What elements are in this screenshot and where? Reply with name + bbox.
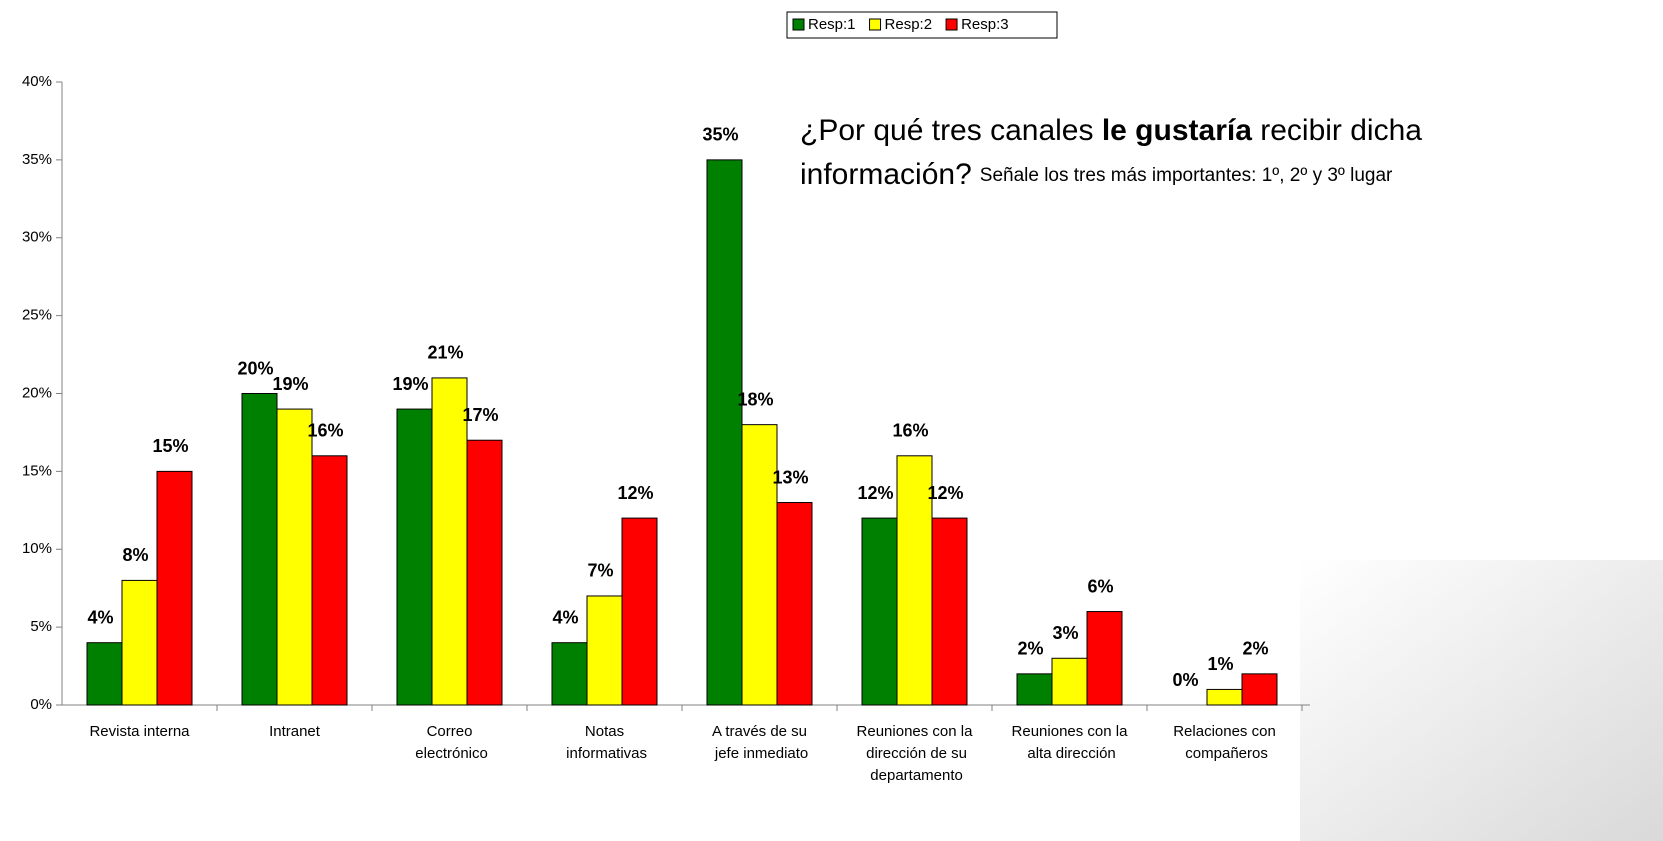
value-label: 35% <box>702 125 738 145</box>
x-tick-label: Notas informativas <box>562 723 647 762</box>
legend-label: Resp:1 <box>808 16 856 33</box>
chart-title: información? Señale los tres más importan… <box>800 158 1393 191</box>
value-label: 17% <box>462 405 498 425</box>
bar <box>156 470 193 706</box>
y-tick-label: 10% <box>22 540 52 557</box>
bar <box>861 517 898 706</box>
value-label: 16% <box>307 421 343 441</box>
value-label: 19% <box>392 374 428 394</box>
x-tick-label: Intranet <box>269 723 321 740</box>
x-tick-label: Reuniones con la alta dirección <box>1012 723 1129 762</box>
title-part: recibir dicha <box>1252 114 1422 147</box>
bar <box>311 455 348 706</box>
value-label: 16% <box>892 421 928 441</box>
x-tick-label: A través de su jefe inmediato <box>711 723 809 762</box>
legend-label: Resp:3 <box>961 16 1009 33</box>
legend-swatch <box>945 18 958 31</box>
title-part: información? <box>800 158 972 191</box>
bar <box>86 642 123 706</box>
value-label: 1% <box>1207 654 1233 674</box>
background-shade <box>1300 560 1663 841</box>
bar <box>1206 688 1243 706</box>
y-tick-label: 30% <box>22 229 52 246</box>
y-tick-label: 15% <box>22 462 52 479</box>
value-label: 12% <box>857 483 893 503</box>
legend-label: Resp:2 <box>885 16 933 33</box>
bar <box>1051 657 1088 706</box>
value-label: 4% <box>87 607 113 627</box>
y-tick-label: 0% <box>30 696 52 713</box>
bar <box>706 159 743 706</box>
bar <box>586 595 623 706</box>
bar <box>431 377 468 706</box>
value-label: 2% <box>1017 639 1043 659</box>
x-tick-label: Revista interna <box>89 723 190 740</box>
value-label: 2% <box>1242 639 1268 659</box>
value-label: 8% <box>122 545 148 565</box>
value-label: 6% <box>1087 576 1113 596</box>
legend-swatch <box>869 18 882 31</box>
y-tick-label: 35% <box>22 151 52 168</box>
bar <box>1241 673 1278 706</box>
title-part: ¿Por qué tres canales <box>800 114 1102 147</box>
value-label: 21% <box>427 343 463 363</box>
x-tick-label: Reuniones con la dirección de su departa… <box>857 723 974 784</box>
value-label: 19% <box>272 374 308 394</box>
x-tick-label: Correo electrónico <box>411 723 488 762</box>
bar <box>776 502 813 706</box>
y-tick-label: 20% <box>22 384 52 401</box>
bar <box>276 408 313 706</box>
title-bold: le gustaría <box>1102 114 1252 147</box>
chart-title: ¿Por qué tres canales le gustaría recibi… <box>800 114 1422 147</box>
value-label: 0% <box>1172 670 1198 690</box>
value-label: 15% <box>152 436 188 456</box>
x-tick-label: Relaciones con compañeros <box>1173 723 1276 762</box>
value-label: 4% <box>552 607 578 627</box>
bar <box>241 393 278 706</box>
value-label: 7% <box>587 561 613 581</box>
bar <box>551 642 588 706</box>
bar <box>396 408 433 706</box>
subtitle: Señale los tres más importantes: 1º, 2º … <box>980 165 1393 186</box>
bar <box>896 455 933 706</box>
bar <box>1086 611 1123 706</box>
legend-swatch <box>792 18 805 31</box>
bar <box>466 439 503 706</box>
y-tick-label: 5% <box>30 618 52 635</box>
bar <box>121 579 158 706</box>
value-label: 12% <box>927 483 963 503</box>
legend-box <box>786 11 1058 39</box>
y-tick-label: 25% <box>22 307 52 324</box>
value-label: 3% <box>1052 623 1078 643</box>
bar <box>741 424 778 706</box>
value-label: 13% <box>772 467 808 487</box>
y-tick-label: 40% <box>22 73 52 90</box>
value-label: 18% <box>737 389 773 409</box>
value-label: 12% <box>617 483 653 503</box>
bar <box>931 517 968 706</box>
value-label: 20% <box>237 358 273 378</box>
bar <box>621 517 658 706</box>
bar <box>1016 673 1053 706</box>
